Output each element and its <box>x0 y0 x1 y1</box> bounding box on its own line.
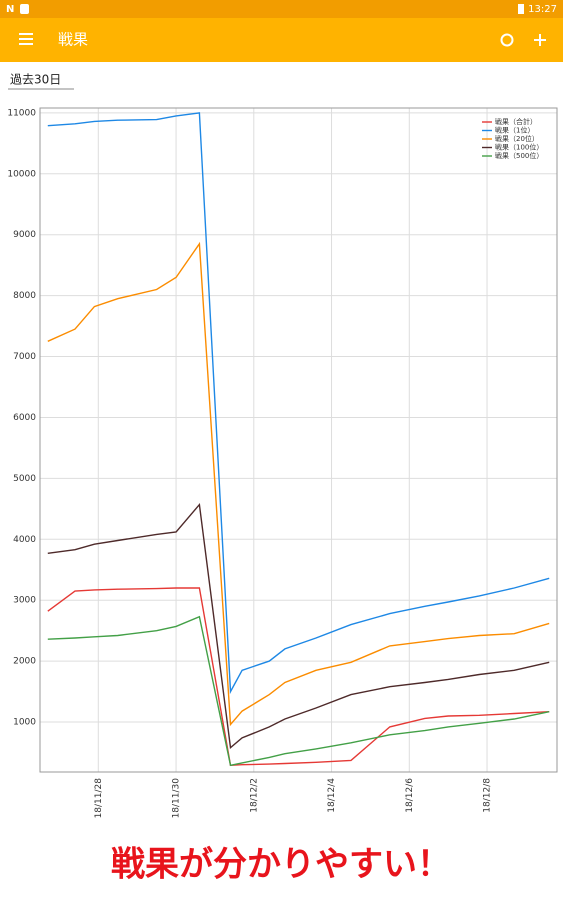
battery-icon <box>518 4 524 14</box>
y-tick-label: 11000 <box>7 108 36 118</box>
series-line <box>47 587 550 767</box>
x-tick-label: 18/11/28 <box>94 778 104 819</box>
x-tick-label: 18/12/2 <box>249 778 259 813</box>
status-time: 13:27 <box>528 4 557 15</box>
y-tick-label: 7000 <box>13 352 36 362</box>
y-tick-label: 4000 <box>13 535 36 545</box>
y-tick-label: 2000 <box>13 657 36 667</box>
caption: 戦果が分かりやすい！ <box>111 845 451 885</box>
x-tick-label: 18/12/8 <box>483 778 493 813</box>
status-bar <box>0 0 563 18</box>
app-bar <box>0 18 563 62</box>
menu-button[interactable] <box>19 33 33 45</box>
y-tick-label: 10000 <box>7 169 36 179</box>
series-line <box>47 112 550 695</box>
series-line <box>47 241 550 727</box>
y-tick-label: 3000 <box>13 596 36 606</box>
refresh-button[interactable] <box>500 33 514 47</box>
legend-label: 戦果（100位） <box>495 143 543 152</box>
status-icon <box>20 4 29 14</box>
y-tick-label: 5000 <box>13 474 36 484</box>
x-tick-label: 18/11/30 <box>172 778 182 819</box>
status-icon: N <box>6 4 14 15</box>
x-tick-label: 18/12/4 <box>327 778 337 813</box>
period-select[interactable]: 過去30日 <box>8 73 74 90</box>
legend-label: 戦果（1位） <box>495 126 534 135</box>
legend-label: 戦果（20位） <box>495 134 539 143</box>
legend-label: 戦果（500位） <box>495 151 543 160</box>
series-line <box>47 615 550 767</box>
y-tick-label: 1000 <box>13 718 36 728</box>
plot-frame <box>39 107 558 773</box>
y-tick-label: 8000 <box>13 291 36 301</box>
period-label: 過去30日 <box>10 73 61 87</box>
add-button[interactable] <box>534 34 546 46</box>
y-tick-label: 9000 <box>13 230 36 240</box>
series-line <box>47 502 550 749</box>
legend-label: 戦果（合計） <box>495 117 537 126</box>
app-title: 戦果 <box>58 31 88 49</box>
y-tick-label: 6000 <box>13 413 36 423</box>
x-tick-label: 18/12/6 <box>405 778 415 813</box>
